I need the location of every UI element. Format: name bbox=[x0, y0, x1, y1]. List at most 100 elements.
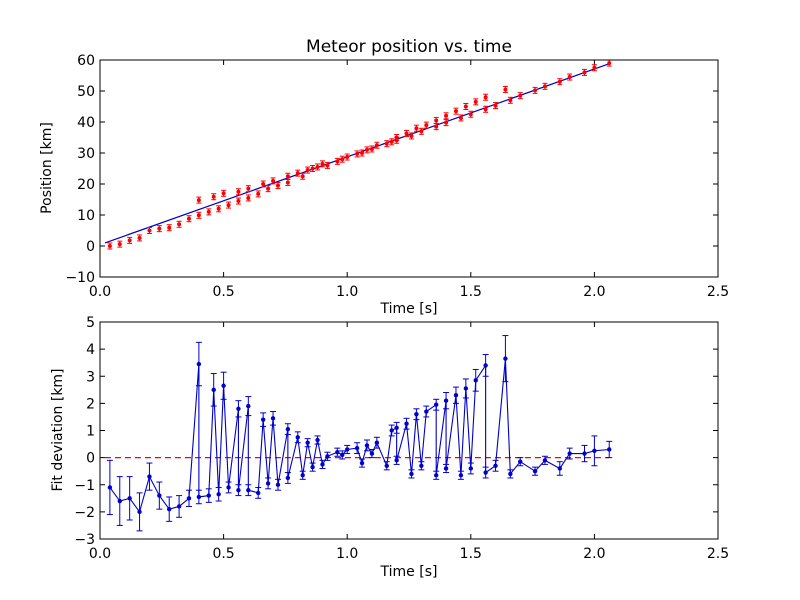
x-tick-label: 1.5 bbox=[460, 546, 482, 562]
data-point bbox=[360, 151, 365, 155]
deviation-point bbox=[285, 426, 291, 432]
y-tick-label: 2 bbox=[86, 396, 95, 412]
x-tick-label: 0.5 bbox=[212, 284, 234, 300]
deviation-chart-marks bbox=[104, 335, 613, 532]
data-point bbox=[320, 161, 325, 166]
data-point bbox=[369, 146, 374, 151]
data-point bbox=[567, 75, 572, 80]
data-point bbox=[468, 112, 473, 117]
data-point bbox=[533, 88, 538, 93]
deviation-point bbox=[508, 471, 513, 477]
data-point bbox=[409, 133, 414, 138]
data-point bbox=[236, 189, 241, 194]
deviation-point bbox=[468, 466, 473, 471]
y-tick-label: 4 bbox=[86, 342, 95, 358]
data-point bbox=[226, 203, 231, 208]
data-point bbox=[424, 123, 429, 128]
data-point bbox=[404, 131, 409, 136]
position-chart-ticks: 0.0 0.5 1.0 1.5 2.0 2.5 −10 0 10 20 30 40 50 60 bbox=[65, 53, 729, 300]
deviation-point bbox=[404, 421, 409, 426]
data-point bbox=[137, 235, 142, 240]
data-point bbox=[340, 157, 345, 162]
data-point bbox=[444, 113, 449, 118]
y-tick-label: −3 bbox=[74, 532, 95, 548]
y-tick-label: −10 bbox=[65, 270, 95, 286]
deviation-point bbox=[592, 448, 597, 454]
x-tick-label: 0.0 bbox=[89, 546, 111, 562]
deviation-point bbox=[503, 356, 508, 361]
deviation-point bbox=[167, 506, 172, 512]
y-tick-label: 50 bbox=[77, 84, 95, 100]
deviation-point bbox=[557, 466, 562, 471]
data-point bbox=[463, 104, 468, 109]
deviation-point bbox=[320, 462, 325, 467]
deviation-point bbox=[607, 447, 612, 452]
deviation-point bbox=[419, 463, 424, 468]
deviation-point bbox=[196, 494, 202, 500]
deviation-point bbox=[325, 454, 330, 459]
deviation-point bbox=[270, 416, 276, 421]
data-point bbox=[107, 244, 112, 248]
deviation-point bbox=[246, 403, 251, 409]
data-point bbox=[196, 198, 201, 203]
data-point bbox=[295, 171, 300, 176]
x-tick-label: 2.0 bbox=[583, 284, 605, 300]
data-point bbox=[167, 225, 172, 230]
deviation-point bbox=[453, 393, 459, 398]
deviation-point bbox=[221, 383, 226, 388]
deviation-point bbox=[226, 485, 231, 490]
deviation-point bbox=[582, 451, 587, 456]
x-tick-label: 1.0 bbox=[336, 546, 358, 562]
position-chart-title: Meteor position vs. time bbox=[306, 37, 512, 57]
position-chart-xlabel: Time [s] bbox=[380, 301, 438, 317]
deviation-point bbox=[483, 363, 488, 368]
data-point bbox=[434, 124, 439, 129]
deviation-point bbox=[394, 458, 399, 463]
y-tick-label: 20 bbox=[77, 177, 95, 193]
position-chart-ylabel: Position [km] bbox=[39, 122, 55, 214]
deviation-point bbox=[137, 509, 142, 515]
y-tick-label: −2 bbox=[74, 505, 95, 521]
deviation-point bbox=[443, 466, 449, 471]
data-point bbox=[453, 109, 458, 114]
data-point bbox=[285, 174, 290, 179]
deviation-point bbox=[369, 451, 375, 456]
deviation-point bbox=[345, 447, 350, 452]
x-tick-label: 2.0 bbox=[583, 546, 605, 562]
data-point bbox=[275, 183, 280, 188]
data-point bbox=[261, 182, 266, 186]
data-point bbox=[503, 87, 508, 92]
deviation-point bbox=[542, 458, 548, 463]
deviation-point bbox=[463, 386, 469, 391]
deviation-point bbox=[443, 398, 449, 403]
deviation-point bbox=[275, 482, 281, 487]
deviation-point bbox=[518, 459, 523, 464]
data-point bbox=[592, 65, 597, 70]
x-tick-label: 2.5 bbox=[707, 546, 729, 562]
data-point bbox=[364, 147, 369, 152]
data-point bbox=[236, 199, 241, 204]
data-point bbox=[285, 180, 290, 185]
deviation-point bbox=[458, 473, 464, 478]
deviation-series-line bbox=[109, 358, 610, 514]
data-point bbox=[444, 120, 449, 125]
data-point bbox=[557, 79, 562, 84]
deviation-point bbox=[176, 504, 182, 509]
data-point bbox=[335, 159, 340, 164]
data-point bbox=[315, 164, 320, 169]
deviation-point bbox=[206, 493, 211, 498]
data-point bbox=[305, 168, 310, 173]
position-chart: Meteor position vs. time 0.0 0.5 1.0 1.5 2.0… bbox=[39, 37, 729, 317]
deviation-point bbox=[211, 387, 216, 393]
data-point bbox=[127, 238, 132, 243]
deviation-chart-ylabel: Fit deviation [km] bbox=[50, 368, 66, 491]
data-point bbox=[216, 206, 221, 211]
data-point bbox=[157, 226, 162, 231]
x-tick-label: 1.5 bbox=[460, 284, 482, 300]
deviation-point bbox=[216, 492, 221, 497]
deviation-point bbox=[236, 487, 241, 493]
data-point bbox=[493, 103, 498, 108]
deviation-point bbox=[394, 425, 399, 430]
deviation-point bbox=[147, 474, 152, 479]
